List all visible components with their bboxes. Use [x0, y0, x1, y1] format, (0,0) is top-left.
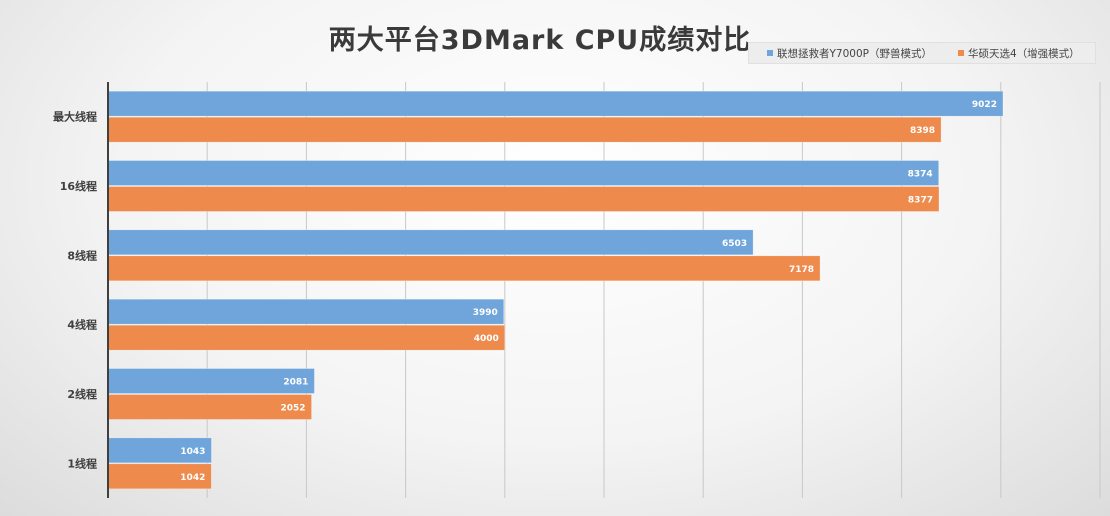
legend-swatch-series-1 [767, 50, 773, 56]
data-label: 6503 [722, 239, 747, 249]
bar [107, 394, 312, 420]
bar [107, 90, 1004, 117]
data-label: 2081 [283, 378, 308, 388]
category-label: 8线程 [67, 248, 97, 262]
bar [107, 160, 939, 186]
legend: 联想拯救者Y7000P（野兽模式） 华硕天选4（增强模式） [748, 42, 1096, 64]
chart-title: 两大平台3DMark CPU成绩对比 [328, 25, 752, 56]
bar [107, 116, 942, 143]
category-label: 4线程 [67, 318, 97, 332]
legend-item-series-2: 华硕天选4（增强模式） [957, 46, 1080, 61]
bar [107, 463, 212, 490]
data-label: 1043 [180, 447, 205, 457]
legend-item-series-1: 联想拯救者Y7000P（野兽模式） [767, 46, 932, 61]
data-label: 1042 [180, 473, 205, 483]
bar [107, 437, 212, 464]
data-label: 2052 [280, 404, 305, 414]
legend-label-series-2: 华硕天选4（增强模式） [967, 47, 1080, 60]
bar [107, 298, 505, 325]
bar [107, 324, 506, 351]
bar [107, 255, 821, 282]
category-label: 2线程 [67, 387, 97, 401]
category-label: 最大线程 [53, 110, 97, 124]
category-label: 16线程 [60, 179, 97, 193]
data-label: 8377 [908, 196, 933, 206]
data-label: 9022 [972, 100, 997, 110]
legend-label-series-1: 联想拯救者Y7000P（野兽模式） [777, 47, 932, 60]
data-label: 8398 [910, 126, 935, 136]
data-label: 3990 [473, 308, 498, 318]
data-label: 4000 [474, 334, 499, 344]
bar [107, 229, 754, 256]
legend-swatch-series-2 [957, 50, 964, 56]
data-label: 8374 [908, 170, 933, 180]
data-label: 7178 [789, 265, 814, 275]
bar [107, 186, 940, 212]
category-label: 1线程 [67, 456, 97, 470]
